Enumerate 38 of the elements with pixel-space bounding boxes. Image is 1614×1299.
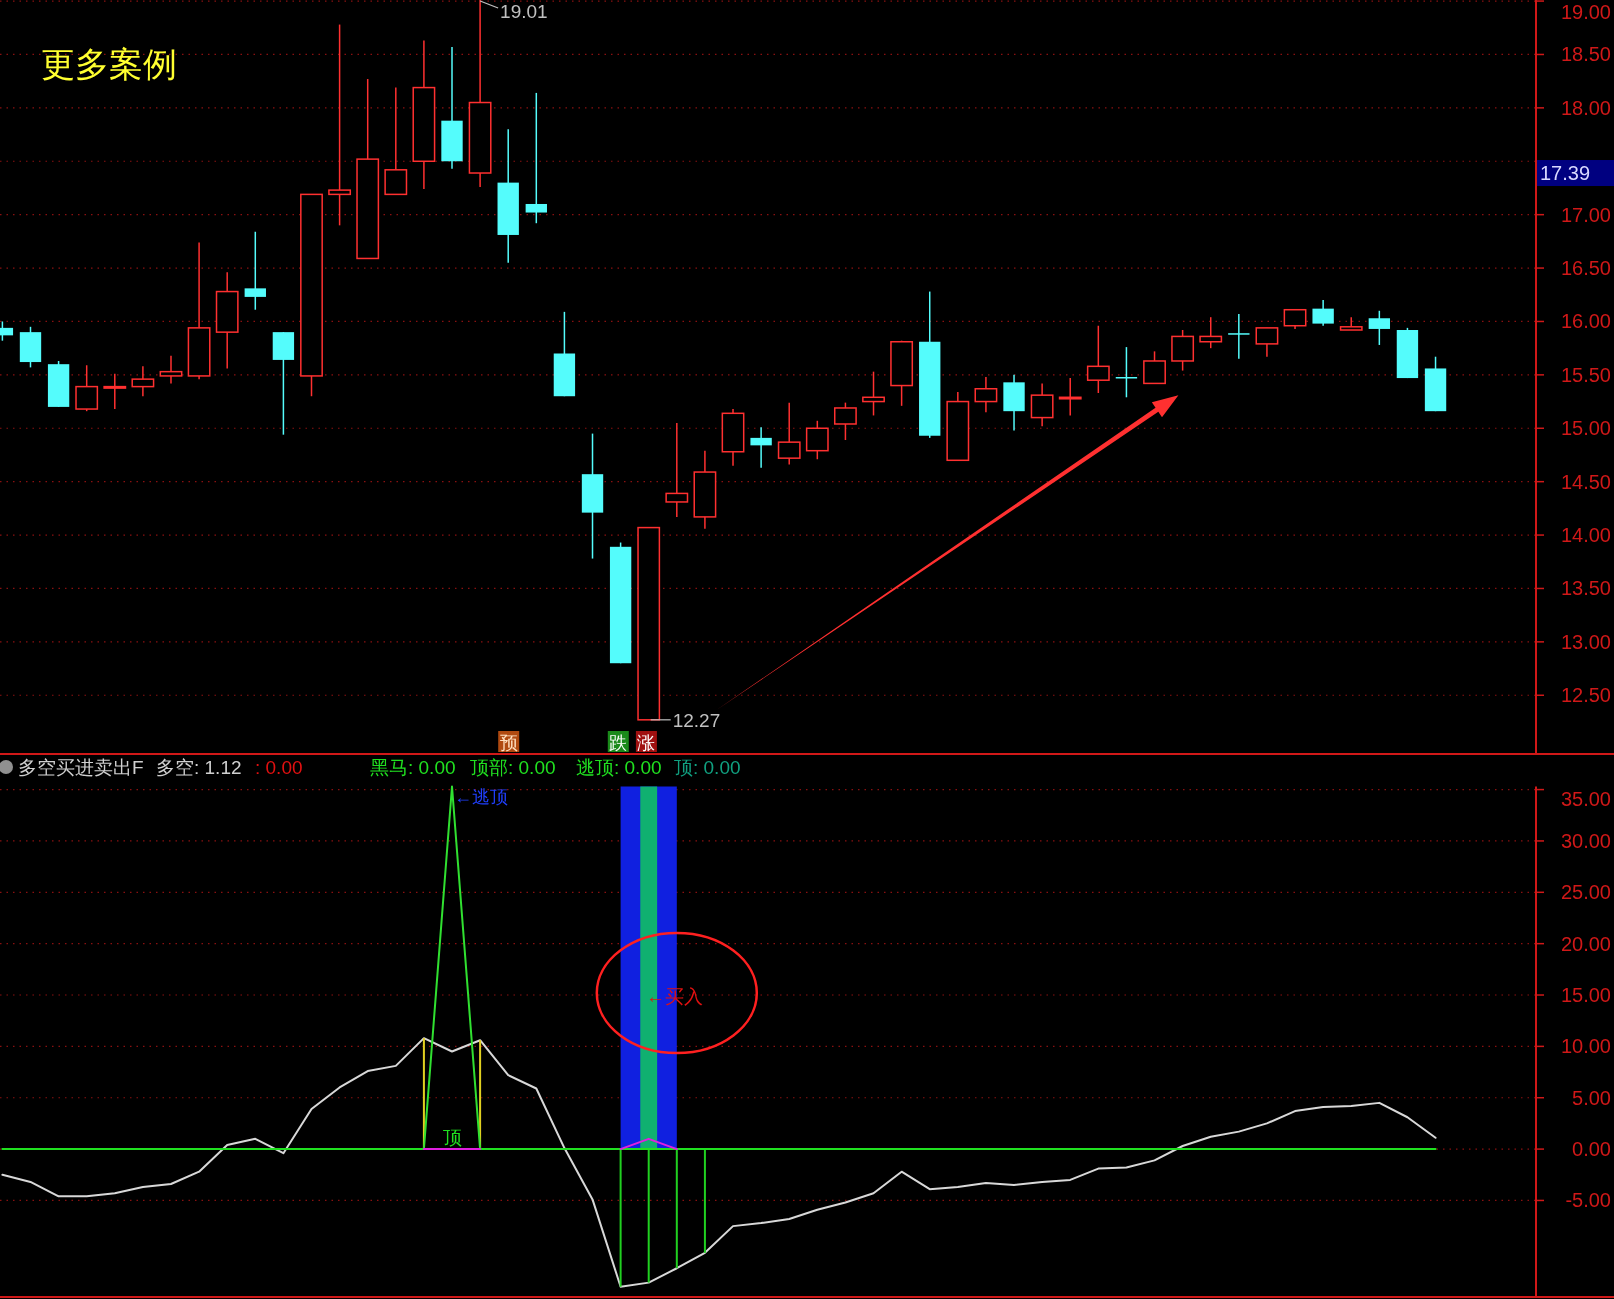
y-tick-label: 18.50 — [1560, 43, 1611, 66]
y-tick-label: -5.00 — [1565, 1189, 1611, 1212]
text: 多空: 1.12 — [156, 757, 242, 778]
annotation: 更多案例 — [41, 45, 177, 83]
text: 17.39 — [1540, 162, 1591, 185]
annotation: ←逃顶 — [454, 786, 508, 807]
text: : 0.00 — [255, 757, 303, 778]
y-tick-label: 35.00 — [1560, 787, 1611, 810]
annotation: 19.01 — [500, 1, 548, 22]
chart-title: 多空买进卖出F — [18, 757, 144, 778]
annotation: 预 — [499, 733, 518, 753]
annotation: 顶 — [442, 1126, 462, 1148]
y-tick-label: 15.50 — [1560, 363, 1611, 386]
y-tick-label: 14.50 — [1560, 470, 1611, 493]
y-tick-label: 17.00 — [1560, 203, 1611, 226]
y-tick-label: 16.00 — [1560, 310, 1611, 333]
text: 顶: 0.00 — [674, 757, 741, 778]
y-tick-label: 30.00 — [1560, 829, 1611, 852]
y-tick-label: 18.00 — [1560, 96, 1611, 119]
y-tick-label: 15.00 — [1560, 417, 1611, 440]
annotation: 12.27 — [672, 709, 721, 731]
y-tick-label: 10.00 — [1560, 1035, 1611, 1058]
y-tick-label: 25.00 — [1560, 881, 1611, 904]
y-tick-label: 0.00 — [1572, 1138, 1611, 1161]
y-tick-label: 19.00 — [1560, 1, 1611, 23]
text: 逃顶: 0.00 — [576, 757, 662, 778]
y-tick-label: 20.00 — [1560, 932, 1611, 955]
annotation: 跌 — [609, 733, 628, 753]
y-tick-label: 13.50 — [1560, 577, 1611, 600]
text: 黑马: 0.00 — [370, 757, 456, 778]
annotation: 涨 — [637, 733, 656, 753]
y-tick-label: 12.50 — [1560, 684, 1611, 707]
text: 顶部: 0.00 — [470, 757, 556, 778]
y-tick-label: 16.50 — [1560, 257, 1611, 280]
y-tick-label: 13.00 — [1560, 630, 1611, 653]
y-tick-label: 5.00 — [1572, 1086, 1611, 1109]
y-tick-label: 15.00 — [1560, 984, 1611, 1007]
y-tick-label: 14.00 — [1560, 524, 1611, 547]
